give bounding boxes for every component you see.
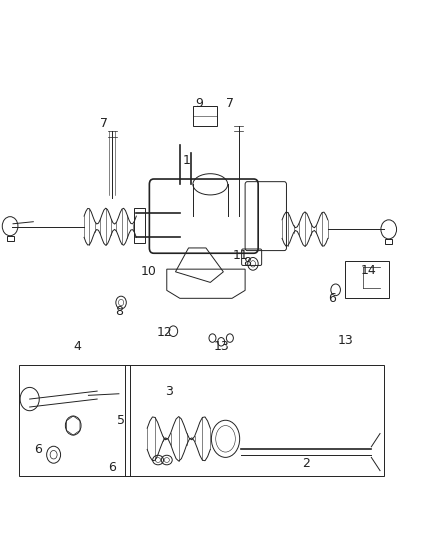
Text: 13: 13	[337, 334, 353, 347]
Text: 12: 12	[157, 326, 173, 340]
Bar	[193, 106, 217, 126]
Text: 6: 6	[35, 443, 42, 456]
Text: 9: 9	[195, 96, 203, 110]
Bar	[19, 365, 130, 476]
Text: 2: 2	[302, 457, 310, 470]
Text: 6: 6	[328, 292, 336, 305]
Text: 3: 3	[165, 385, 173, 398]
Text: 14: 14	[360, 264, 376, 277]
Bar	[125, 365, 385, 476]
Text: 8: 8	[115, 305, 123, 318]
Text: 7: 7	[100, 117, 108, 130]
Bar	[385, 239, 392, 244]
Text: 4: 4	[74, 340, 81, 352]
Text: 6: 6	[109, 462, 117, 474]
Bar	[134, 208, 145, 243]
Bar	[7, 236, 14, 241]
Text: 7: 7	[226, 96, 234, 110]
Text: 13: 13	[213, 340, 229, 352]
Text: 10: 10	[141, 265, 156, 278]
Text: 11: 11	[233, 249, 249, 262]
Text: 5: 5	[117, 414, 125, 427]
Text: 8: 8	[243, 256, 251, 269]
Text: 1: 1	[182, 154, 190, 167]
